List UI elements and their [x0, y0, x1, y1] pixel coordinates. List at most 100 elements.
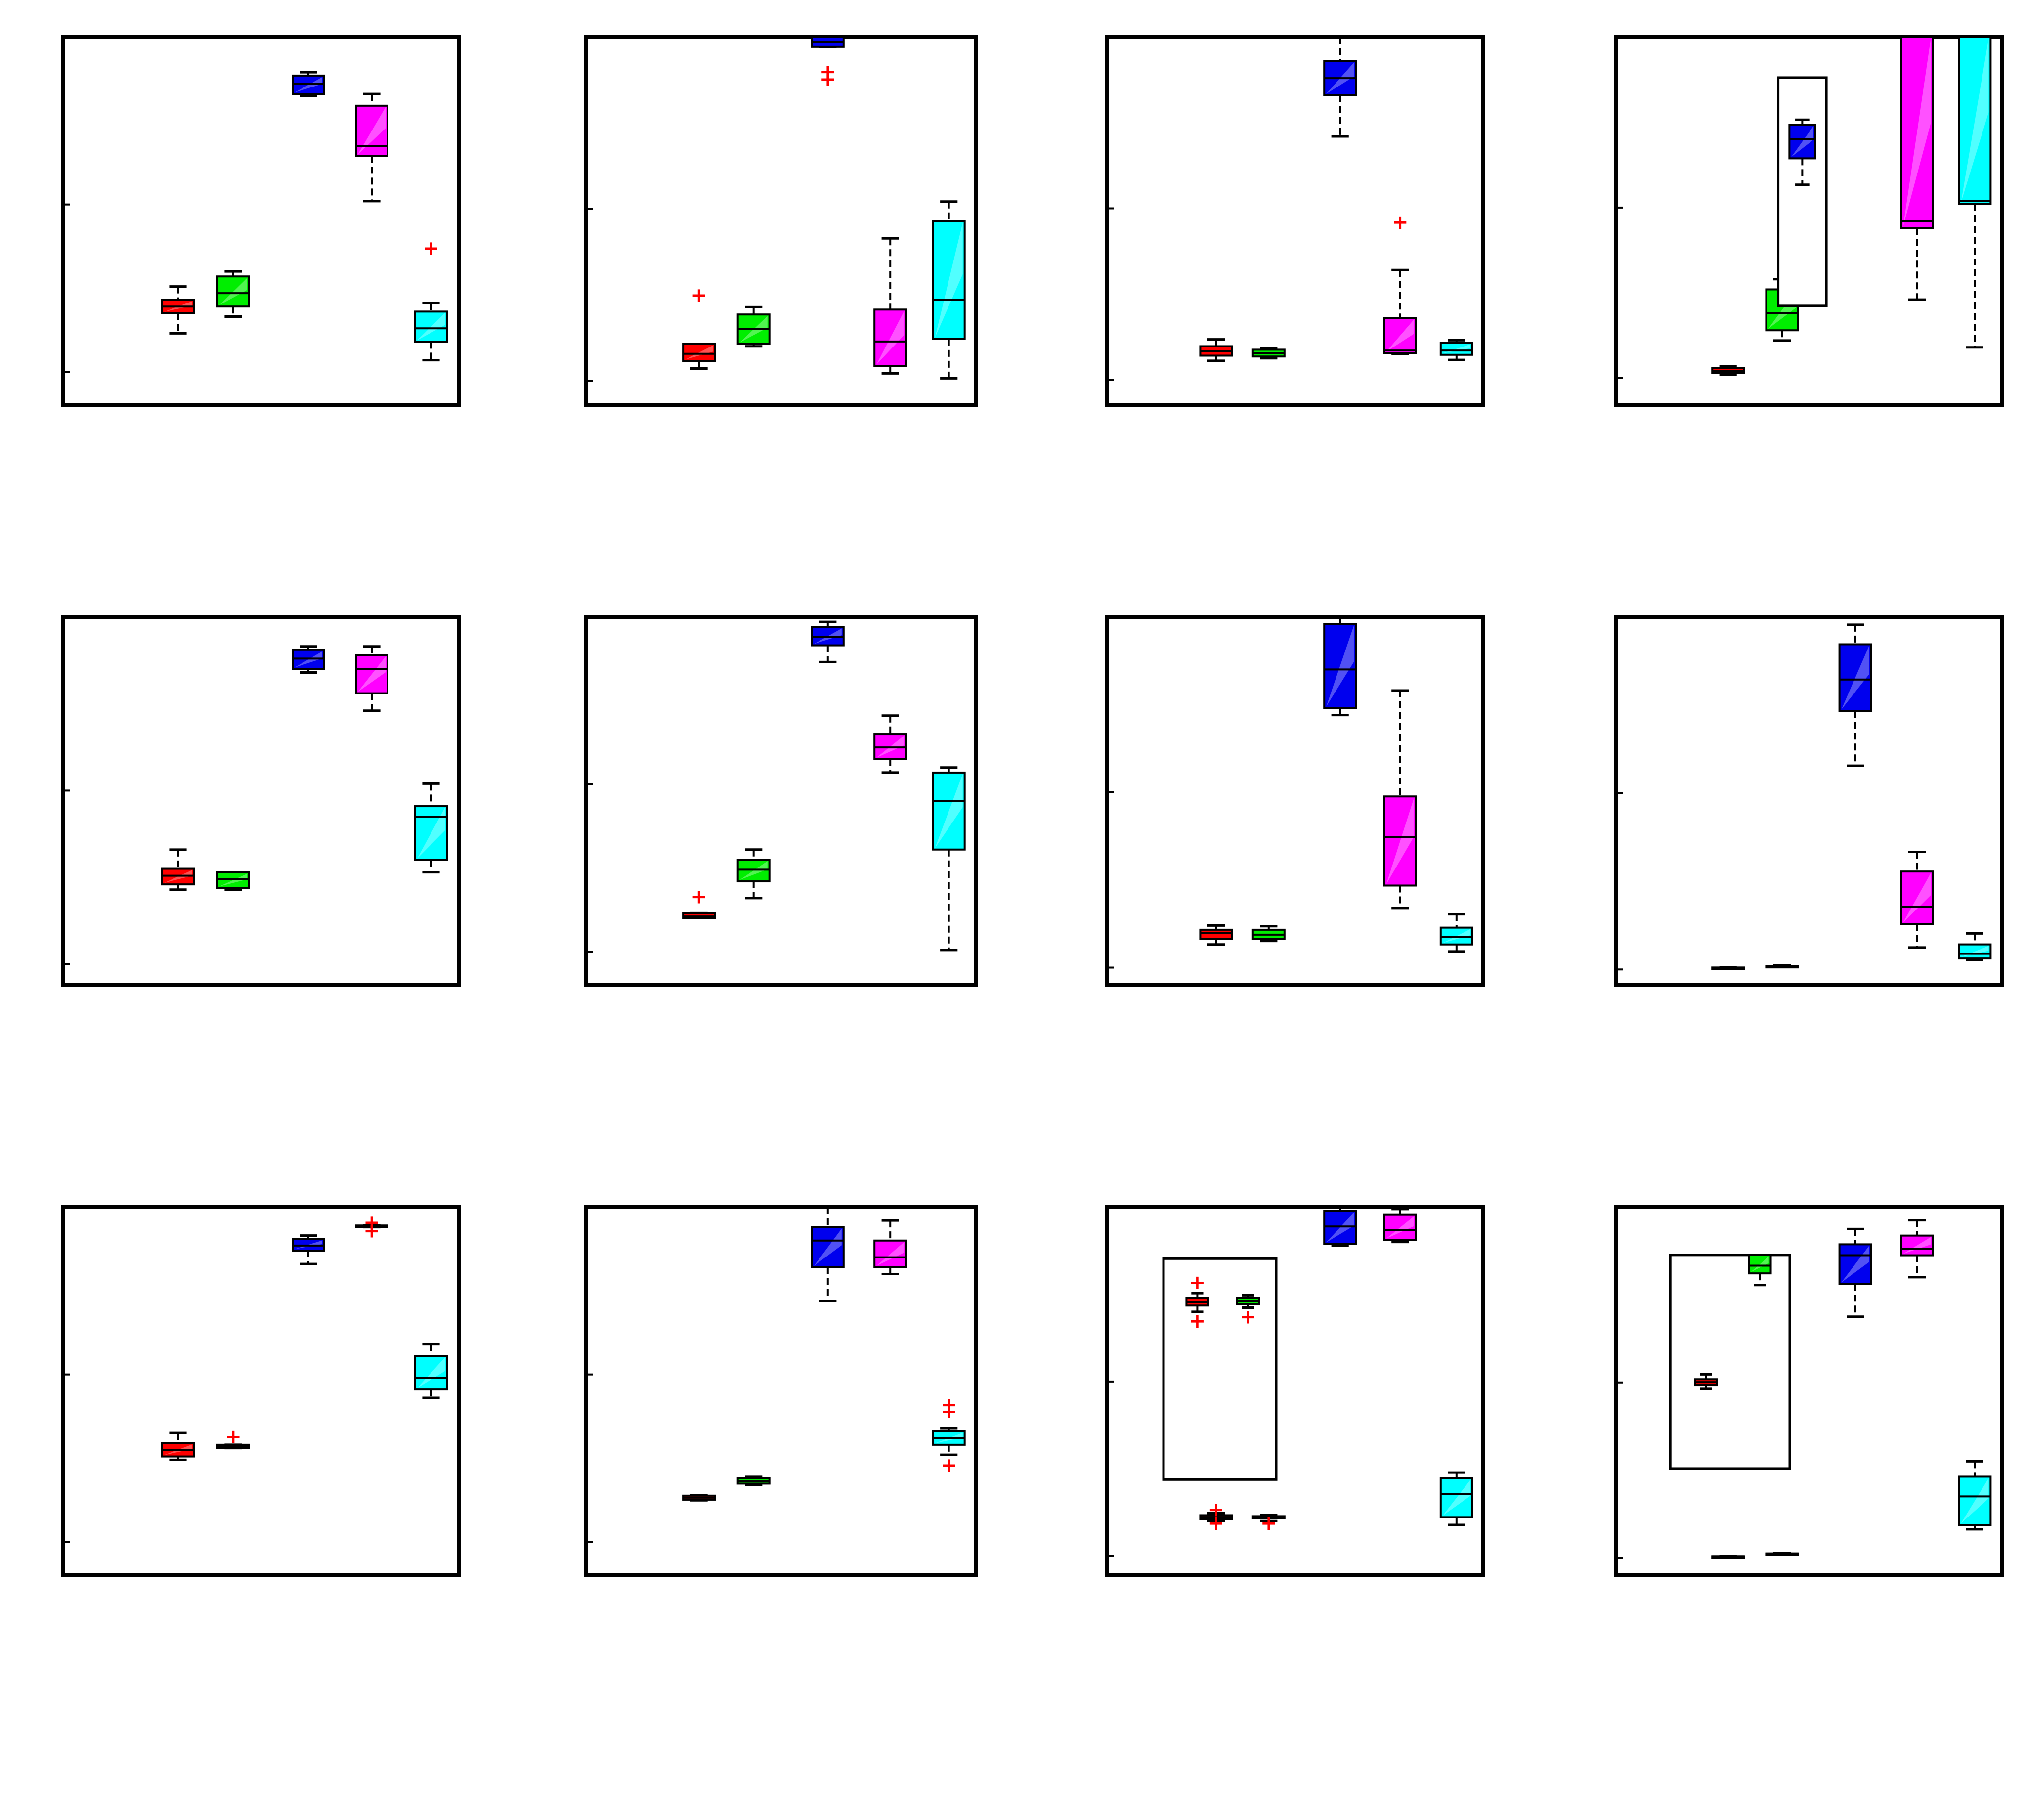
inset-chart — [1669, 1254, 1791, 1470]
box-cs: ++ — [811, 36, 845, 90]
box-highlight — [417, 808, 445, 859]
box-highlight — [814, 1228, 842, 1266]
box-cs — [811, 620, 845, 663]
inset-box-vscsa: ++ — [1185, 1271, 1209, 1333]
box-csa — [1765, 964, 1799, 969]
box-mfo — [1900, 851, 1934, 949]
plot-frame — [61, 1205, 461, 1577]
chart-panel-k: ++++++ — [1105, 1205, 1485, 1577]
box-mfo — [873, 714, 907, 774]
box-csa — [216, 871, 250, 891]
box-highlight — [1841, 646, 1869, 710]
outlier-marker: + — [225, 1426, 242, 1448]
chart-panel-c: + — [1105, 35, 1485, 407]
box-csa — [736, 1475, 771, 1486]
box-highlight — [1326, 62, 1354, 94]
inset-frame — [1162, 1257, 1278, 1481]
box-sca — [414, 1343, 448, 1399]
plot-frame — [1105, 35, 1485, 407]
outlier-marker: + — [941, 1394, 957, 1417]
box-vscsa: + — [682, 886, 716, 920]
box-vscsa: ++ — [1199, 1499, 1233, 1535]
box-highlight — [417, 1357, 445, 1388]
chart-panel-a: + — [61, 35, 461, 407]
inset-frame — [1669, 1254, 1791, 1470]
outlier-marker: + — [690, 284, 707, 307]
box-highlight — [1326, 1212, 1354, 1243]
inset-chart: +++ — [1162, 1257, 1278, 1481]
box-highlight — [358, 656, 386, 692]
inset-box-csa: + — [1236, 1294, 1260, 1329]
box-highlight — [1386, 1216, 1414, 1239]
outlier-marker: + — [1189, 1271, 1206, 1294]
box-mfo — [1383, 1208, 1417, 1244]
box-vscsa — [1711, 1555, 1745, 1559]
box-sca — [1439, 1471, 1473, 1526]
box-highlight — [164, 870, 192, 883]
outlier-marker: + — [1208, 1512, 1225, 1535]
inset-box-cs — [1788, 118, 1816, 186]
outlier-marker: + — [819, 68, 836, 90]
box-highlight — [1386, 798, 1414, 884]
box-highlight — [1961, 1478, 1989, 1524]
chart-panel-h — [1614, 615, 2004, 987]
box-highlight — [1751, 1256, 1769, 1272]
box-highlight — [876, 311, 905, 365]
box-cs — [292, 1234, 325, 1265]
box-mfo — [1900, 36, 1934, 301]
outlier-marker: + — [423, 237, 439, 260]
box-csa — [1765, 1552, 1799, 1556]
box-csa — [736, 305, 771, 348]
box-vscsa: + — [682, 284, 716, 370]
box-cs — [1323, 615, 1357, 717]
box-mfo — [873, 1219, 907, 1275]
box-mfo — [1900, 1219, 1934, 1279]
box-csa: + — [1251, 1512, 1286, 1535]
box-highlight — [876, 1242, 905, 1266]
box-highlight — [417, 313, 445, 341]
box-cs — [1323, 1206, 1357, 1247]
box-highlight — [1903, 873, 1931, 923]
outlier-marker: + — [1208, 1499, 1225, 1521]
plot-frame — [61, 615, 461, 987]
box-highlight — [219, 278, 247, 305]
box-sca — [1439, 339, 1473, 361]
outlier-marker: + — [941, 1400, 957, 1423]
box-vscsa — [161, 285, 195, 335]
plot-frame — [61, 35, 461, 407]
outlier-marker: + — [363, 1219, 380, 1242]
outlier-marker: + — [819, 61, 836, 84]
box-vscsa — [161, 848, 195, 891]
box-csa — [216, 270, 250, 318]
box-highlight — [1442, 1479, 1470, 1516]
box-sca — [1439, 913, 1473, 953]
inset-box-vscsa — [1694, 1373, 1718, 1390]
inset-frame — [1777, 76, 1828, 307]
box-highlight — [685, 345, 713, 360]
box-csa: + — [216, 1426, 250, 1450]
chart-panel-e — [61, 615, 461, 987]
box-body — [1199, 928, 1233, 940]
box-vscsa — [1711, 966, 1745, 970]
box-highlight — [1442, 344, 1470, 353]
chart-panel-f: + — [584, 615, 978, 987]
chart-panel-g — [1105, 615, 1485, 987]
box-mfo — [1383, 689, 1417, 910]
box-highlight — [1791, 126, 1813, 157]
box-highlight — [935, 774, 963, 848]
box-sca — [1958, 1460, 1992, 1531]
outlier-marker: + — [1189, 1310, 1206, 1333]
box-highlight — [219, 873, 247, 887]
box-highlight — [1326, 625, 1354, 707]
chart-panel-b: +++ — [584, 35, 978, 407]
outlier-marker: + — [941, 1454, 957, 1477]
box-cs — [292, 645, 325, 674]
box-sca — [1958, 932, 1992, 961]
box-vscsa — [682, 1493, 716, 1502]
box-mfo — [355, 92, 388, 203]
inset-box-csa — [1748, 1254, 1772, 1287]
box-sca: + — [414, 237, 448, 362]
box-csa — [1251, 347, 1286, 360]
chart-panel-l — [1614, 1205, 2004, 1577]
